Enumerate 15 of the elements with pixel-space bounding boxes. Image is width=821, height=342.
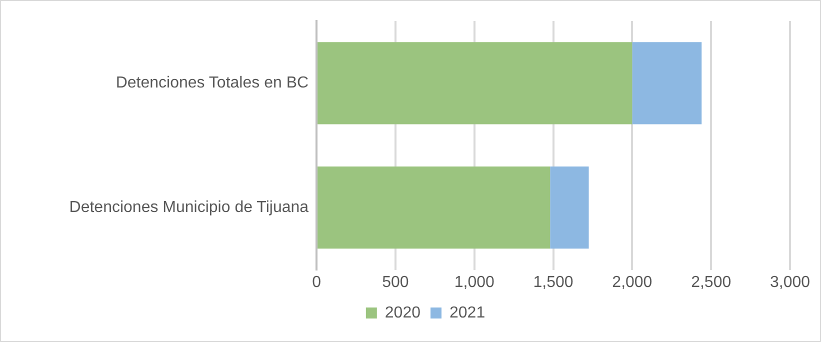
legend-label: 2021 [450,304,486,322]
bar [318,42,632,124]
x-tick-label: 500 [382,274,409,291]
y-tick-label: Detenciones Totales en BC [116,74,309,92]
x-tick-label: 1,000 [454,274,494,291]
x-tick-label: 1,500 [533,274,574,291]
x-tick-label: 0 [312,274,322,291]
bar [550,166,589,249]
x-tick-label: 2,500 [691,274,732,291]
x-tick-label: 2,000 [612,274,652,291]
x-tick-label: 3,000 [770,274,810,291]
bar [318,166,550,249]
legend-label: 2020 [384,304,421,322]
y-tick-label: Detenciones Municipio de Tijuana [69,199,309,216]
bar [632,42,702,124]
